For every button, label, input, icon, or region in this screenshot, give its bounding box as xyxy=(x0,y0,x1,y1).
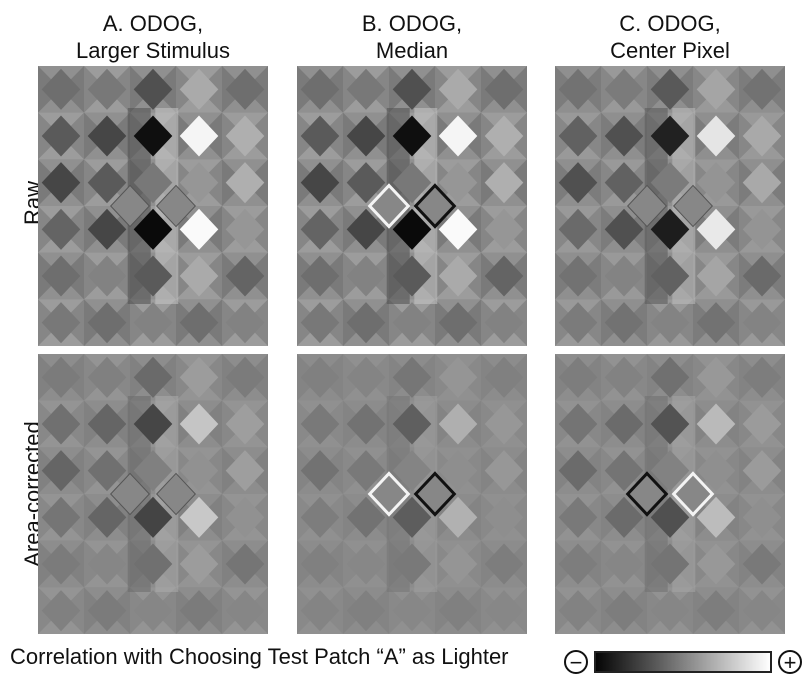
colorbar xyxy=(594,651,772,673)
column-title-b-line2: Median xyxy=(375,38,449,63)
column-title-c-line1: C. ODOG, xyxy=(619,11,721,36)
plus-circle-icon: + xyxy=(778,650,802,674)
panel-raw-center-pixel xyxy=(555,66,785,346)
panel-area-corrected-larger-stimulus xyxy=(38,354,268,634)
panel-raw-larger-stimulus xyxy=(38,66,268,346)
column-title-c-line2: Center Pixel xyxy=(610,38,730,63)
column-title-a-line2: Larger Stimulus xyxy=(75,38,231,63)
column-title-c: C. ODOG, Center Pixel xyxy=(555,10,785,64)
minus-circle-icon: − xyxy=(564,650,588,674)
panel-raw-median xyxy=(297,66,527,346)
column-title-a: A. ODOG, Larger Stimulus xyxy=(38,10,268,64)
panel-area-corrected-center-pixel xyxy=(555,354,785,634)
column-title-b-line1: B. ODOG, xyxy=(361,11,463,36)
legend-caption: Correlation with Choosing Test Patch “A”… xyxy=(10,644,509,669)
panel-area-corrected-median xyxy=(297,354,527,634)
column-title-a-line1: A. ODOG, xyxy=(102,11,204,36)
column-title-b: B. ODOG, Median xyxy=(297,10,527,64)
